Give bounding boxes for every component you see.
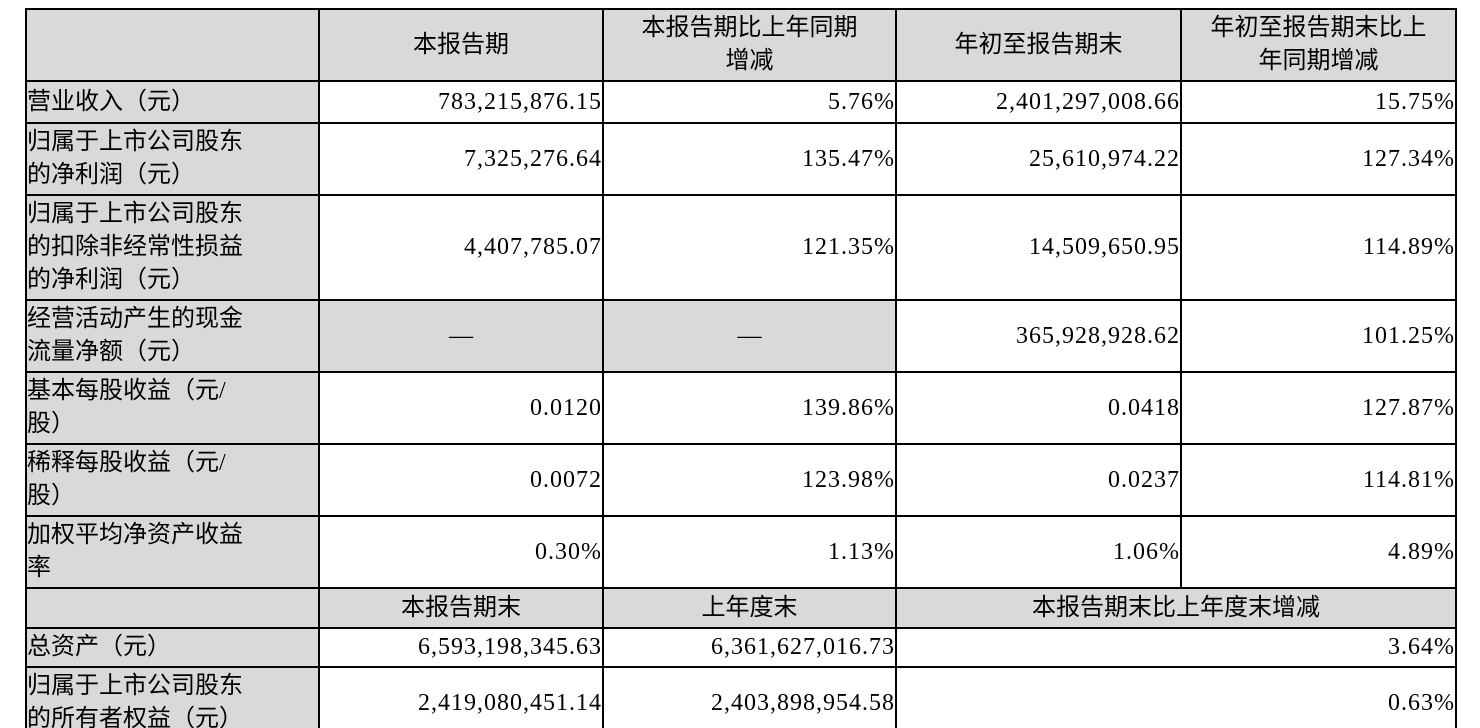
value-cell: 114.89% [1180, 194, 1457, 301]
header-cell-ytd: 年初至报告期末 [895, 8, 1182, 82]
value-cell: 114.81% [1180, 443, 1457, 517]
value-cell: 783,215,876.15 [318, 80, 604, 124]
table-header-row-bottom: 本报告期末 上年度末 本报告期末比上年度末增减 [25, 587, 1457, 629]
value-cell: 127.34% [1180, 122, 1457, 196]
table-row-basic-eps: 基本每股收益（元/ 股） 0.0120 139.86% 0.0418 127.8… [25, 371, 1457, 445]
table-row-revenue: 营业收入（元） 783,215,876.15 5.76% 2,401,297,0… [25, 80, 1457, 124]
value-cell-empty: — [602, 299, 897, 373]
value-cell: 6,593,198,345.63 [318, 627, 604, 668]
financial-summary-table: 本报告期 本报告期比上年同期 增减 年初至报告期末 年初至报告期末比上 年同期增… [25, 8, 1457, 728]
value-cell: 4,407,785.07 [318, 194, 604, 301]
value-cell: 121.35% [602, 194, 897, 301]
value-cell: 2,419,080,451.14 [318, 666, 604, 728]
value-cell-empty: — [318, 299, 604, 373]
value-cell: 0.30% [318, 515, 604, 589]
header-cell-blank [25, 587, 320, 629]
row-label-cell: 归属于上市公司股东 的扣除非经常性损益 的净利润（元） [25, 194, 320, 301]
table-header-row-top: 本报告期 本报告期比上年同期 增减 年初至报告期末 年初至报告期末比上 年同期增… [25, 8, 1457, 82]
header-cell-end-of-period: 本报告期末 [318, 587, 604, 629]
value-cell: 6,361,627,016.73 [602, 627, 897, 668]
value-cell: 2,403,898,954.58 [602, 666, 897, 728]
header-cell-end-of-prior-year: 上年度末 [602, 587, 897, 629]
value-cell: 0.0418 [895, 371, 1182, 445]
header-cell-current-period-change: 本报告期比上年同期 增减 [602, 8, 897, 82]
header-cell-period-end-change: 本报告期末比上年度末增减 [895, 587, 1457, 629]
header-cell-ytd-change: 年初至报告期末比上 年同期增减 [1180, 8, 1457, 82]
header-cell-blank [25, 8, 320, 82]
row-label-cell: 加权平均净资产收益 率 [25, 515, 320, 589]
value-cell: 15.75% [1180, 80, 1457, 124]
row-label-cell: 稀释每股收益（元/ 股） [25, 443, 320, 517]
row-label-cell: 经营活动产生的现金 流量净额（元） [25, 299, 320, 373]
value-cell: 123.98% [602, 443, 897, 517]
table-row-owners-equity: 归属于上市公司股东 的所有者权益（元） 2,419,080,451.14 2,4… [25, 666, 1457, 728]
value-cell: 1.13% [602, 515, 897, 589]
value-cell: 127.87% [1180, 371, 1457, 445]
value-cell: 139.86% [602, 371, 897, 445]
table-row-operating-cash-flow: 经营活动产生的现金 流量净额（元） — — 365,928,928.62 101… [25, 299, 1457, 373]
value-cell: 1.06% [895, 515, 1182, 589]
table-row-diluted-eps: 稀释每股收益（元/ 股） 0.0072 123.98% 0.0237 114.8… [25, 443, 1457, 517]
value-cell: 135.47% [602, 122, 897, 196]
value-cell-change: 3.64% [895, 627, 1457, 668]
row-label-cell: 基本每股收益（元/ 股） [25, 371, 320, 445]
value-cell: 7,325,276.64 [318, 122, 604, 196]
value-cell: 101.25% [1180, 299, 1457, 373]
table-row-net-profit-excl-nonrecurring: 归属于上市公司股东 的扣除非经常性损益 的净利润（元） 4,407,785.07… [25, 194, 1457, 301]
header-cell-current-period: 本报告期 [318, 8, 604, 82]
table-row-net-profit: 归属于上市公司股东 的净利润（元） 7,325,276.64 135.47% 2… [25, 122, 1457, 196]
row-label-cell: 总资产（元） [25, 627, 320, 668]
row-label-cell: 营业收入（元） [25, 80, 320, 124]
table-row-total-assets: 总资产（元） 6,593,198,345.63 6,361,627,016.73… [25, 627, 1457, 668]
value-cell: 2,401,297,008.66 [895, 80, 1182, 124]
table-row-weighted-roe: 加权平均净资产收益 率 0.30% 1.13% 1.06% 4.89% [25, 515, 1457, 589]
value-cell: 14,509,650.95 [895, 194, 1182, 301]
row-label-cell: 归属于上市公司股东 的净利润（元） [25, 122, 320, 196]
value-cell: 0.0072 [318, 443, 604, 517]
value-cell: 4.89% [1180, 515, 1457, 589]
value-cell: 0.0237 [895, 443, 1182, 517]
value-cell-change: 0.63% [895, 666, 1457, 728]
value-cell: 25,610,974.22 [895, 122, 1182, 196]
value-cell: 0.0120 [318, 371, 604, 445]
row-label-cell: 归属于上市公司股东 的所有者权益（元） [25, 666, 320, 728]
value-cell: 365,928,928.62 [895, 299, 1182, 373]
value-cell: 5.76% [602, 80, 897, 124]
